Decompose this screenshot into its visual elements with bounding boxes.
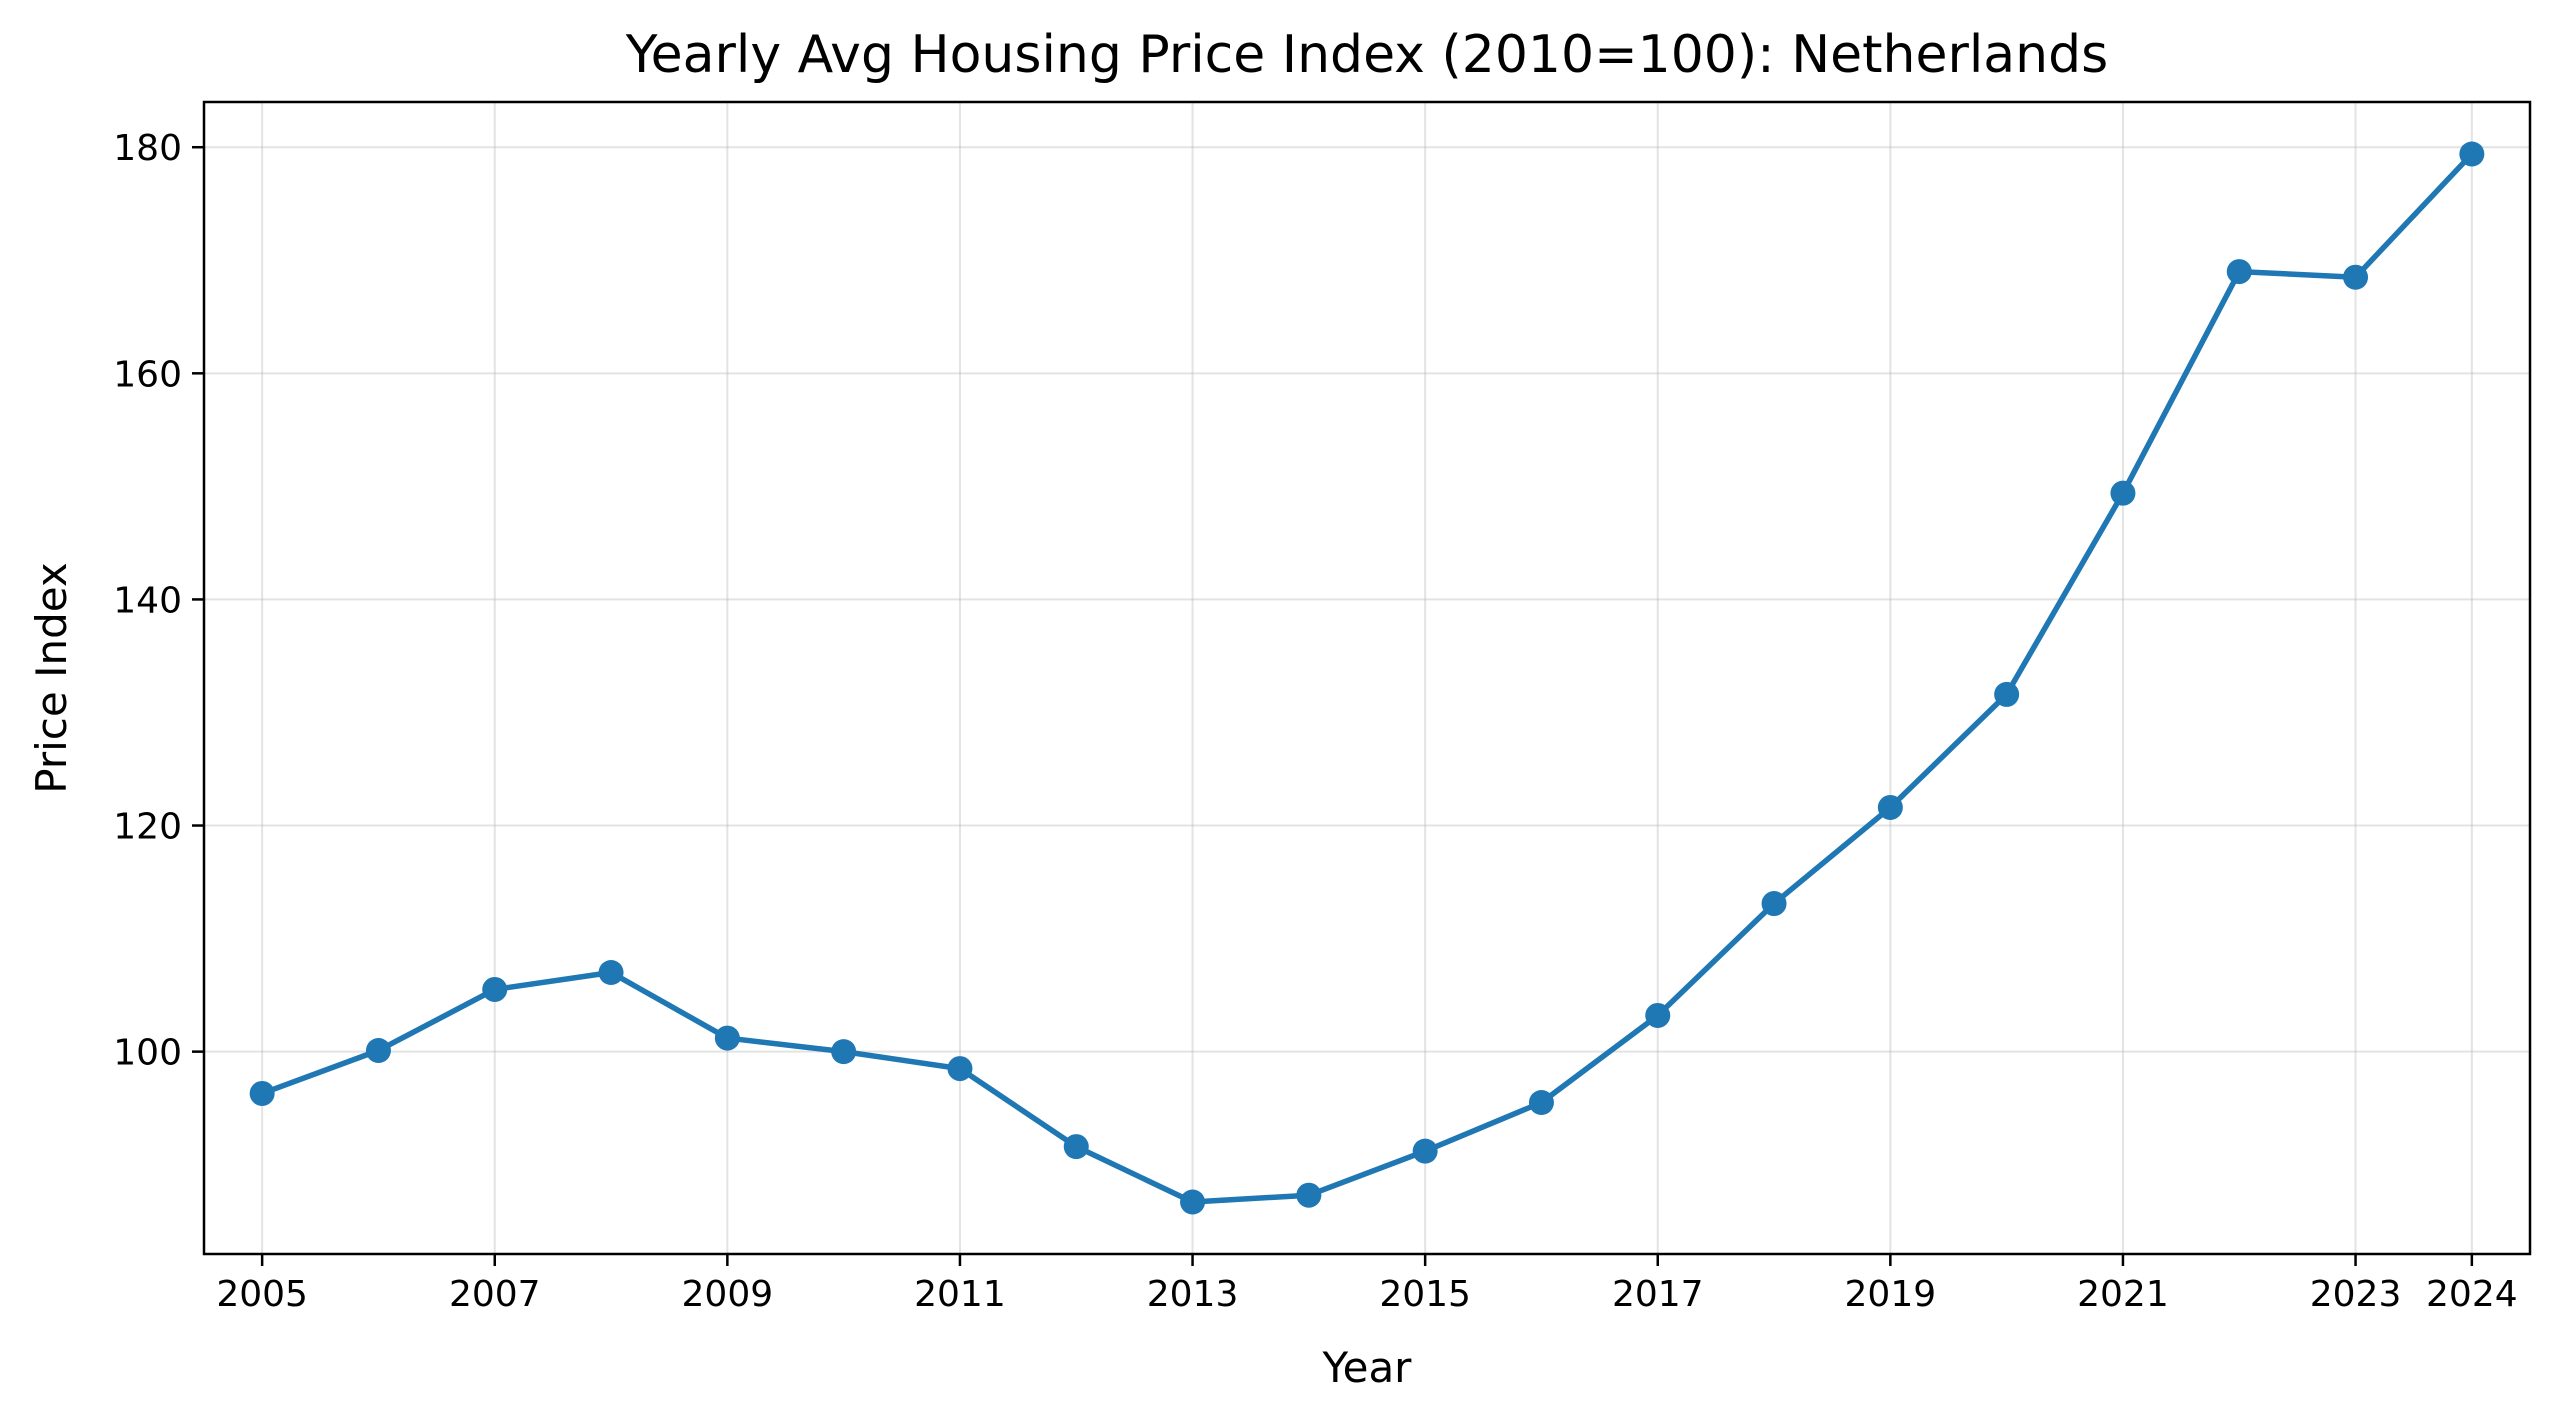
x-axis-label: Year	[1322, 1343, 1413, 1392]
y-tick-label: 140	[113, 580, 182, 621]
data-point	[1528, 1090, 1554, 1116]
data-point	[1063, 1134, 1089, 1160]
series-layer	[249, 141, 2485, 1215]
data-point	[482, 976, 508, 1002]
y-axis-label: Price Index	[27, 562, 76, 793]
x-tick-label: 2019	[1845, 1274, 1937, 1315]
data-point	[2110, 480, 2136, 506]
x-tick-label: 2024	[2426, 1274, 2518, 1315]
data-point	[1645, 1002, 1671, 1028]
data-point	[1877, 794, 1903, 820]
x-tick-label: 2015	[1379, 1274, 1471, 1315]
series-line	[259, 151, 2475, 1205]
data-point	[249, 1080, 275, 1106]
plot-frame	[202, 100, 2532, 1256]
x-tick-label: 2007	[449, 1274, 541, 1315]
data-point	[1412, 1138, 1438, 1164]
x-tick-label: 2023	[2310, 1274, 2402, 1315]
data-point	[365, 1038, 391, 1064]
data-point	[2226, 259, 2252, 285]
data-point	[1180, 1189, 1206, 1215]
x-tick-label: 2021	[2077, 1274, 2169, 1315]
y-tick-label: 180	[113, 128, 182, 169]
x-tick-label: 2013	[1147, 1274, 1239, 1315]
x-tick-label: 2009	[682, 1274, 774, 1315]
grid-layer	[204, 102, 2530, 1254]
x-tick-label: 2011	[914, 1274, 1006, 1315]
data-point	[1994, 681, 2020, 707]
x-tick-label: 2005	[216, 1274, 308, 1315]
data-point	[947, 1056, 973, 1082]
y-tick-label: 120	[113, 807, 182, 848]
data-point	[831, 1039, 857, 1065]
data-point	[714, 1025, 740, 1051]
x-tick-label: 2017	[1612, 1274, 1704, 1315]
data-point	[2343, 264, 2369, 290]
tick-layer: 2005 2007 2009 2011 2013 2015 2017 2019 2021 2023…	[113, 128, 2517, 1315]
y-tick-label: 100	[113, 1033, 182, 1074]
y-tick-label: 160	[113, 354, 182, 395]
data-point	[1761, 891, 1787, 917]
data-point	[2459, 141, 2485, 167]
data-point	[1296, 1182, 1322, 1208]
data-point	[598, 960, 624, 986]
chart-title: Yearly Avg Housing Price Index (2010=100…	[625, 25, 2108, 85]
